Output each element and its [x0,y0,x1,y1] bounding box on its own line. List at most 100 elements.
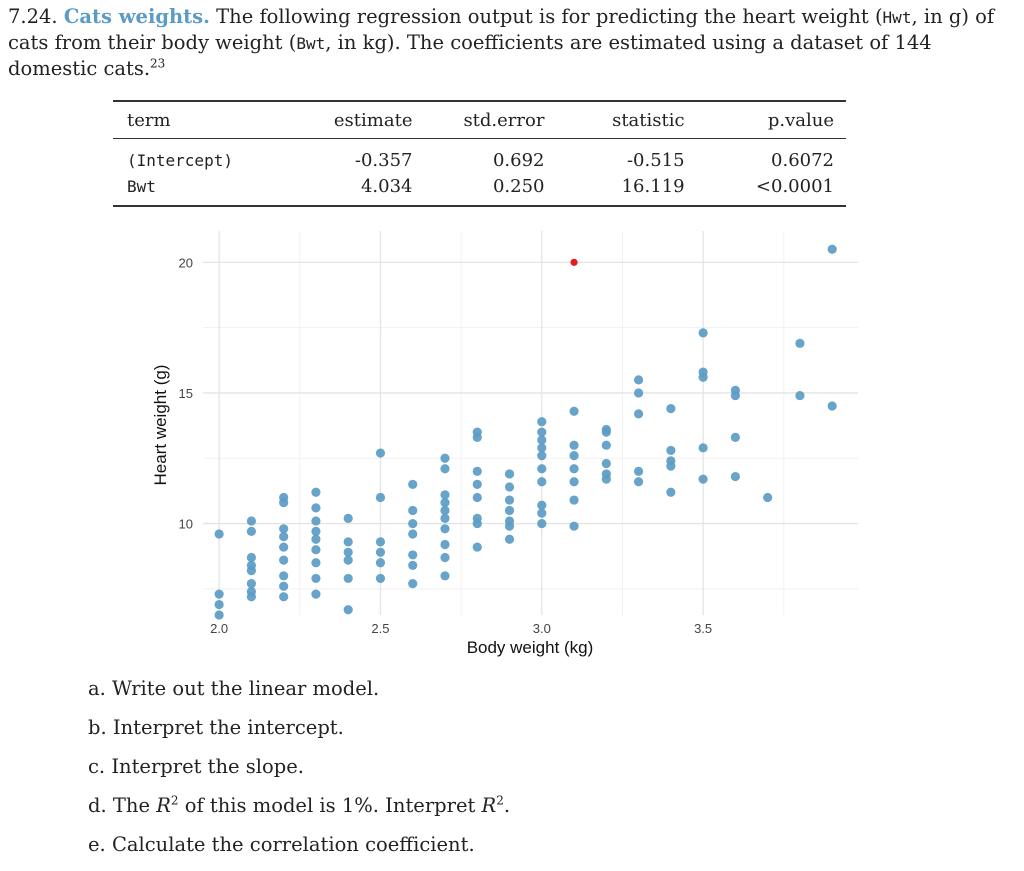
cell-estimate: 4.034 [360,175,413,197]
exercise-text-1: The following regression output is for p… [216,5,883,28]
bwt-code: Bwt [296,34,326,53]
data-point [214,610,224,620]
x-tick-label: 2.5 [371,621,389,636]
data-point [311,558,321,568]
data-point [279,555,289,565]
data-point [408,479,418,489]
data-point [440,552,450,563]
data-point [504,482,515,492]
data-point [569,464,579,474]
grid-major [203,231,858,615]
exercise-text: 7.24. Cats weights. The following regres… [8,4,1008,81]
header-p-value: p.value [716,101,846,139]
data-point [537,443,547,453]
data-point [440,571,450,581]
x-tick-label: 3.0 [533,621,551,636]
data-point [472,466,482,476]
cell-p-value: 0.6072 [771,149,834,171]
y-axis-label: Heart weight (g) [151,365,170,486]
question-text: Interpret the intercept. [112,716,344,739]
data-point [343,605,353,615]
highlight-point [570,258,578,266]
x-axis-label: Body weight (kg) [467,638,594,657]
data-point [569,521,579,531]
data-point [440,498,450,508]
data-point [311,545,321,555]
data-point [633,375,644,385]
question-d: d. The R2 of this model is 1%. Interpret… [88,793,510,832]
data-point [246,565,256,576]
data-point [375,573,386,584]
data-point [214,529,224,539]
data-point [537,427,547,437]
grid-minor [203,231,858,615]
question-letter: c. [88,755,106,778]
question-a: a. Write out the linear model. [88,676,510,715]
data-point [730,471,740,482]
cell-statistic: 16.119 [621,175,685,197]
data-point [601,458,611,469]
data-point [601,440,611,450]
x-tick-label: 2.0 [210,621,228,636]
exercise-title: Cats weights. [63,5,210,28]
data-point [375,558,386,568]
y-tick-label: 10 [179,517,193,532]
data-point [311,487,321,497]
data-point [311,503,321,513]
data-point [375,547,386,557]
data-point [633,409,644,419]
question-c: c. Interpret the slope. [88,754,510,793]
data-point [375,448,386,458]
data-point [537,518,547,529]
data-point [633,466,644,476]
data-point [440,539,450,550]
data-point [601,474,611,484]
data-point [375,537,386,547]
data-point [698,474,708,484]
data-point [730,390,740,401]
data-point [504,495,515,505]
data-point [408,579,418,589]
data-point [246,516,256,526]
cell-std-error: 0.692 [492,149,545,171]
data-point [504,469,515,479]
data-point [537,508,547,518]
data-point [633,477,644,487]
data-point [440,464,450,474]
data-point [279,581,289,591]
table-header-row: term estimate std.error statistic p.valu… [113,101,846,139]
header-std-error: std.error [418,101,567,139]
data-point [311,534,321,544]
data-point [343,573,353,584]
exercise-text-3: , in kg). The coefficients are estimated… [8,31,932,80]
hwt-code: Hwt [882,8,912,27]
data-point [311,526,321,537]
data-point [569,477,579,487]
r-variable: R [481,794,497,817]
data-point [246,552,256,563]
r-exponent: 2 [496,793,504,808]
data-point [601,427,611,437]
footnote-marker: 23 [150,56,166,71]
regression-table: term estimate std.error statistic p.valu… [113,100,846,207]
table-row: (Intercept) -0.357 0.692 -0.515 0.6072 [113,139,846,174]
data-point [343,547,353,557]
data-point [311,573,321,584]
data-point [763,492,773,503]
data-point [504,505,515,516]
data-point [279,592,289,602]
question-text: Write out the linear model. [112,677,380,700]
data-point [279,524,289,534]
data-point [537,500,547,510]
data-point [343,555,353,565]
exercise-text-2: , in g) of cats from their body weight ( [8,5,995,54]
data-point [827,401,837,411]
header-estimate: estimate [297,101,419,139]
data-point [504,521,515,531]
axis-ticks: 2.0 2.5 3.0 3.5 10 15 20 [179,255,713,636]
cell-term: (Intercept) [127,150,233,170]
data-point [698,443,708,453]
data-point [311,589,321,599]
data-point [440,513,450,523]
